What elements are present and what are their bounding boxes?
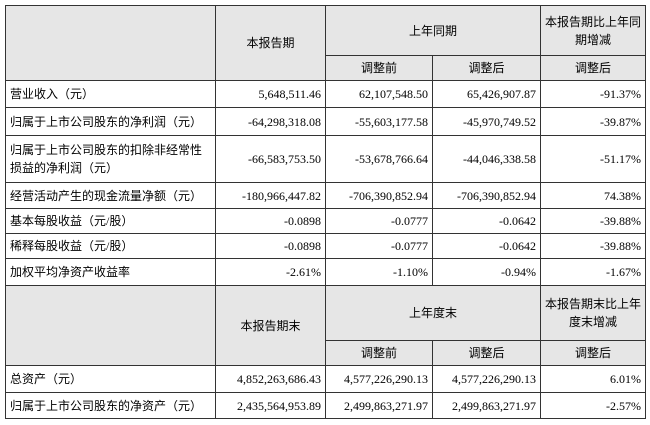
value-cell: 2,499,863,271.97 bbox=[325, 392, 433, 419]
row-label: 归属于上市公司股东的净利润（元） bbox=[5, 107, 216, 136]
header-cell: 调整前 bbox=[325, 340, 433, 366]
value-cell: -706,390,852.94 bbox=[325, 182, 433, 209]
table-row: 归属于上市公司股东的净资产（元） 2,435,564,953.89 2,499,86… bbox=[5, 392, 647, 419]
value-cell: 5,648,511.46 bbox=[215, 80, 326, 108]
value-cell: -0.0777 bbox=[325, 233, 433, 259]
table-row: 经营活动产生的现金流量净额（元） -180,966,447.82 -706,390,… bbox=[5, 182, 647, 209]
header-cell: 本报告期末比上年度末增减 bbox=[540, 285, 647, 341]
value-cell: -44,046,338.58 bbox=[431, 135, 542, 183]
table-row: 归属于上市公司股东的扣除非经常性损益的净利润（元） -66,583,753.50-… bbox=[5, 135, 647, 183]
header-cell: 本报告期比上年同期增减 bbox=[540, 5, 647, 56]
value-cell: -0.0642 bbox=[431, 208, 542, 234]
value-cell: 4,577,226,290.13 bbox=[325, 365, 433, 393]
data-table: 本报告期 上年同期 本报告期比上年同期增减 调整前 调整后 调整后 营业收入（元） 5,648… bbox=[5, 5, 647, 286]
value-cell: 6.01% bbox=[540, 365, 647, 393]
table-row: 稀释每股收益（元/股） -0.0898 -0.0777 -0.0642 -39.88% bbox=[5, 233, 647, 259]
value-cell: -0.0898 bbox=[215, 208, 326, 234]
table-row: 营业收入（元） 5,648,511.46 62,107,548.50 65,426,9… bbox=[5, 80, 647, 108]
value-cell: -706,390,852.94 bbox=[431, 182, 542, 209]
value-cell: 74.38% bbox=[540, 182, 647, 209]
row-label: 基本每股收益（元/股） bbox=[5, 208, 216, 234]
value-cell: -45,970,749.52 bbox=[431, 107, 542, 136]
row-label: 归属于上市公司股东的扣除非经常性损益的净利润（元） bbox=[5, 135, 216, 183]
table-row: 加权平均净资产收益率 -2.61% -1.10% -0.94% -1.67% bbox=[5, 258, 647, 286]
row-label: 加权平均净资产收益率 bbox=[5, 258, 216, 286]
value-cell: -2.61% bbox=[215, 258, 326, 286]
value-cell: -0.0777 bbox=[325, 208, 433, 234]
value-cell: -1.10% bbox=[325, 258, 433, 286]
value-cell: 2,499,863,271.97 bbox=[431, 392, 542, 419]
header-cell: 调整后 bbox=[540, 340, 647, 366]
table-row: 归属于上市公司股东的净利润（元） -64,298,318.08 -55,603,17… bbox=[5, 107, 647, 136]
value-cell: -64,298,318.08 bbox=[215, 107, 326, 136]
header-cell: 调整后 bbox=[431, 55, 542, 81]
header-cell: 上年同期 bbox=[324, 5, 542, 56]
value-cell: -39.88% bbox=[540, 233, 647, 259]
value-cell: -66,583,753.50 bbox=[215, 135, 326, 183]
value-cell: -1.67% bbox=[540, 258, 647, 286]
header-blank bbox=[5, 285, 216, 366]
value-cell: -91.37% bbox=[540, 80, 647, 108]
value-cell: -51.17% bbox=[540, 135, 647, 183]
header-cell: 调整后 bbox=[431, 340, 542, 366]
value-cell: -53,678,766.64 bbox=[325, 135, 433, 183]
value-cell: -180,966,447.82 bbox=[215, 182, 326, 209]
value-cell: 2,435,564,953.89 bbox=[215, 392, 326, 419]
header-cell: 本报告期 bbox=[215, 5, 326, 81]
row-label: 稀释每股收益（元/股） bbox=[5, 233, 216, 259]
value-cell: 4,852,263,686.43 bbox=[215, 365, 326, 393]
header-cell: 上年度末 bbox=[324, 285, 542, 341]
table-row: 基本每股收益（元/股） -0.0898 -0.0777 -0.0642 -39.88% bbox=[5, 208, 647, 234]
value-cell: -2.57% bbox=[540, 392, 647, 419]
data-table: 本报告期末 上年度末 本报告期末比上年度末增减 调整前 调整后 调整后 总资产（元） 4,85… bbox=[5, 285, 647, 419]
row-label: 经营活动产生的现金流量净额（元） bbox=[5, 182, 216, 209]
row-label: 归属于上市公司股东的净资产（元） bbox=[5, 392, 216, 419]
header-blank bbox=[5, 5, 216, 81]
value-cell: -39.87% bbox=[540, 107, 647, 136]
value-cell: 4,577,226,290.13 bbox=[431, 365, 542, 393]
header-cell: 调整后 bbox=[540, 55, 647, 81]
table-row: 总资产（元） 4,852,263,686.43 4,577,226,290.13 4,… bbox=[5, 365, 647, 393]
value-cell: -0.0642 bbox=[431, 233, 542, 259]
value-cell: 65,426,907.87 bbox=[431, 80, 542, 108]
value-cell: -0.94% bbox=[431, 258, 542, 286]
header-cell: 本报告期末 bbox=[215, 285, 326, 366]
header-cell: 调整前 bbox=[325, 55, 433, 81]
value-cell: -55,603,177.58 bbox=[325, 107, 433, 136]
value-cell: -39.88% bbox=[540, 208, 647, 234]
row-label: 总资产（元） bbox=[5, 365, 216, 393]
value-cell: -0.0898 bbox=[215, 233, 326, 259]
row-label: 营业收入（元） bbox=[5, 80, 216, 108]
value-cell: 62,107,548.50 bbox=[325, 80, 433, 108]
